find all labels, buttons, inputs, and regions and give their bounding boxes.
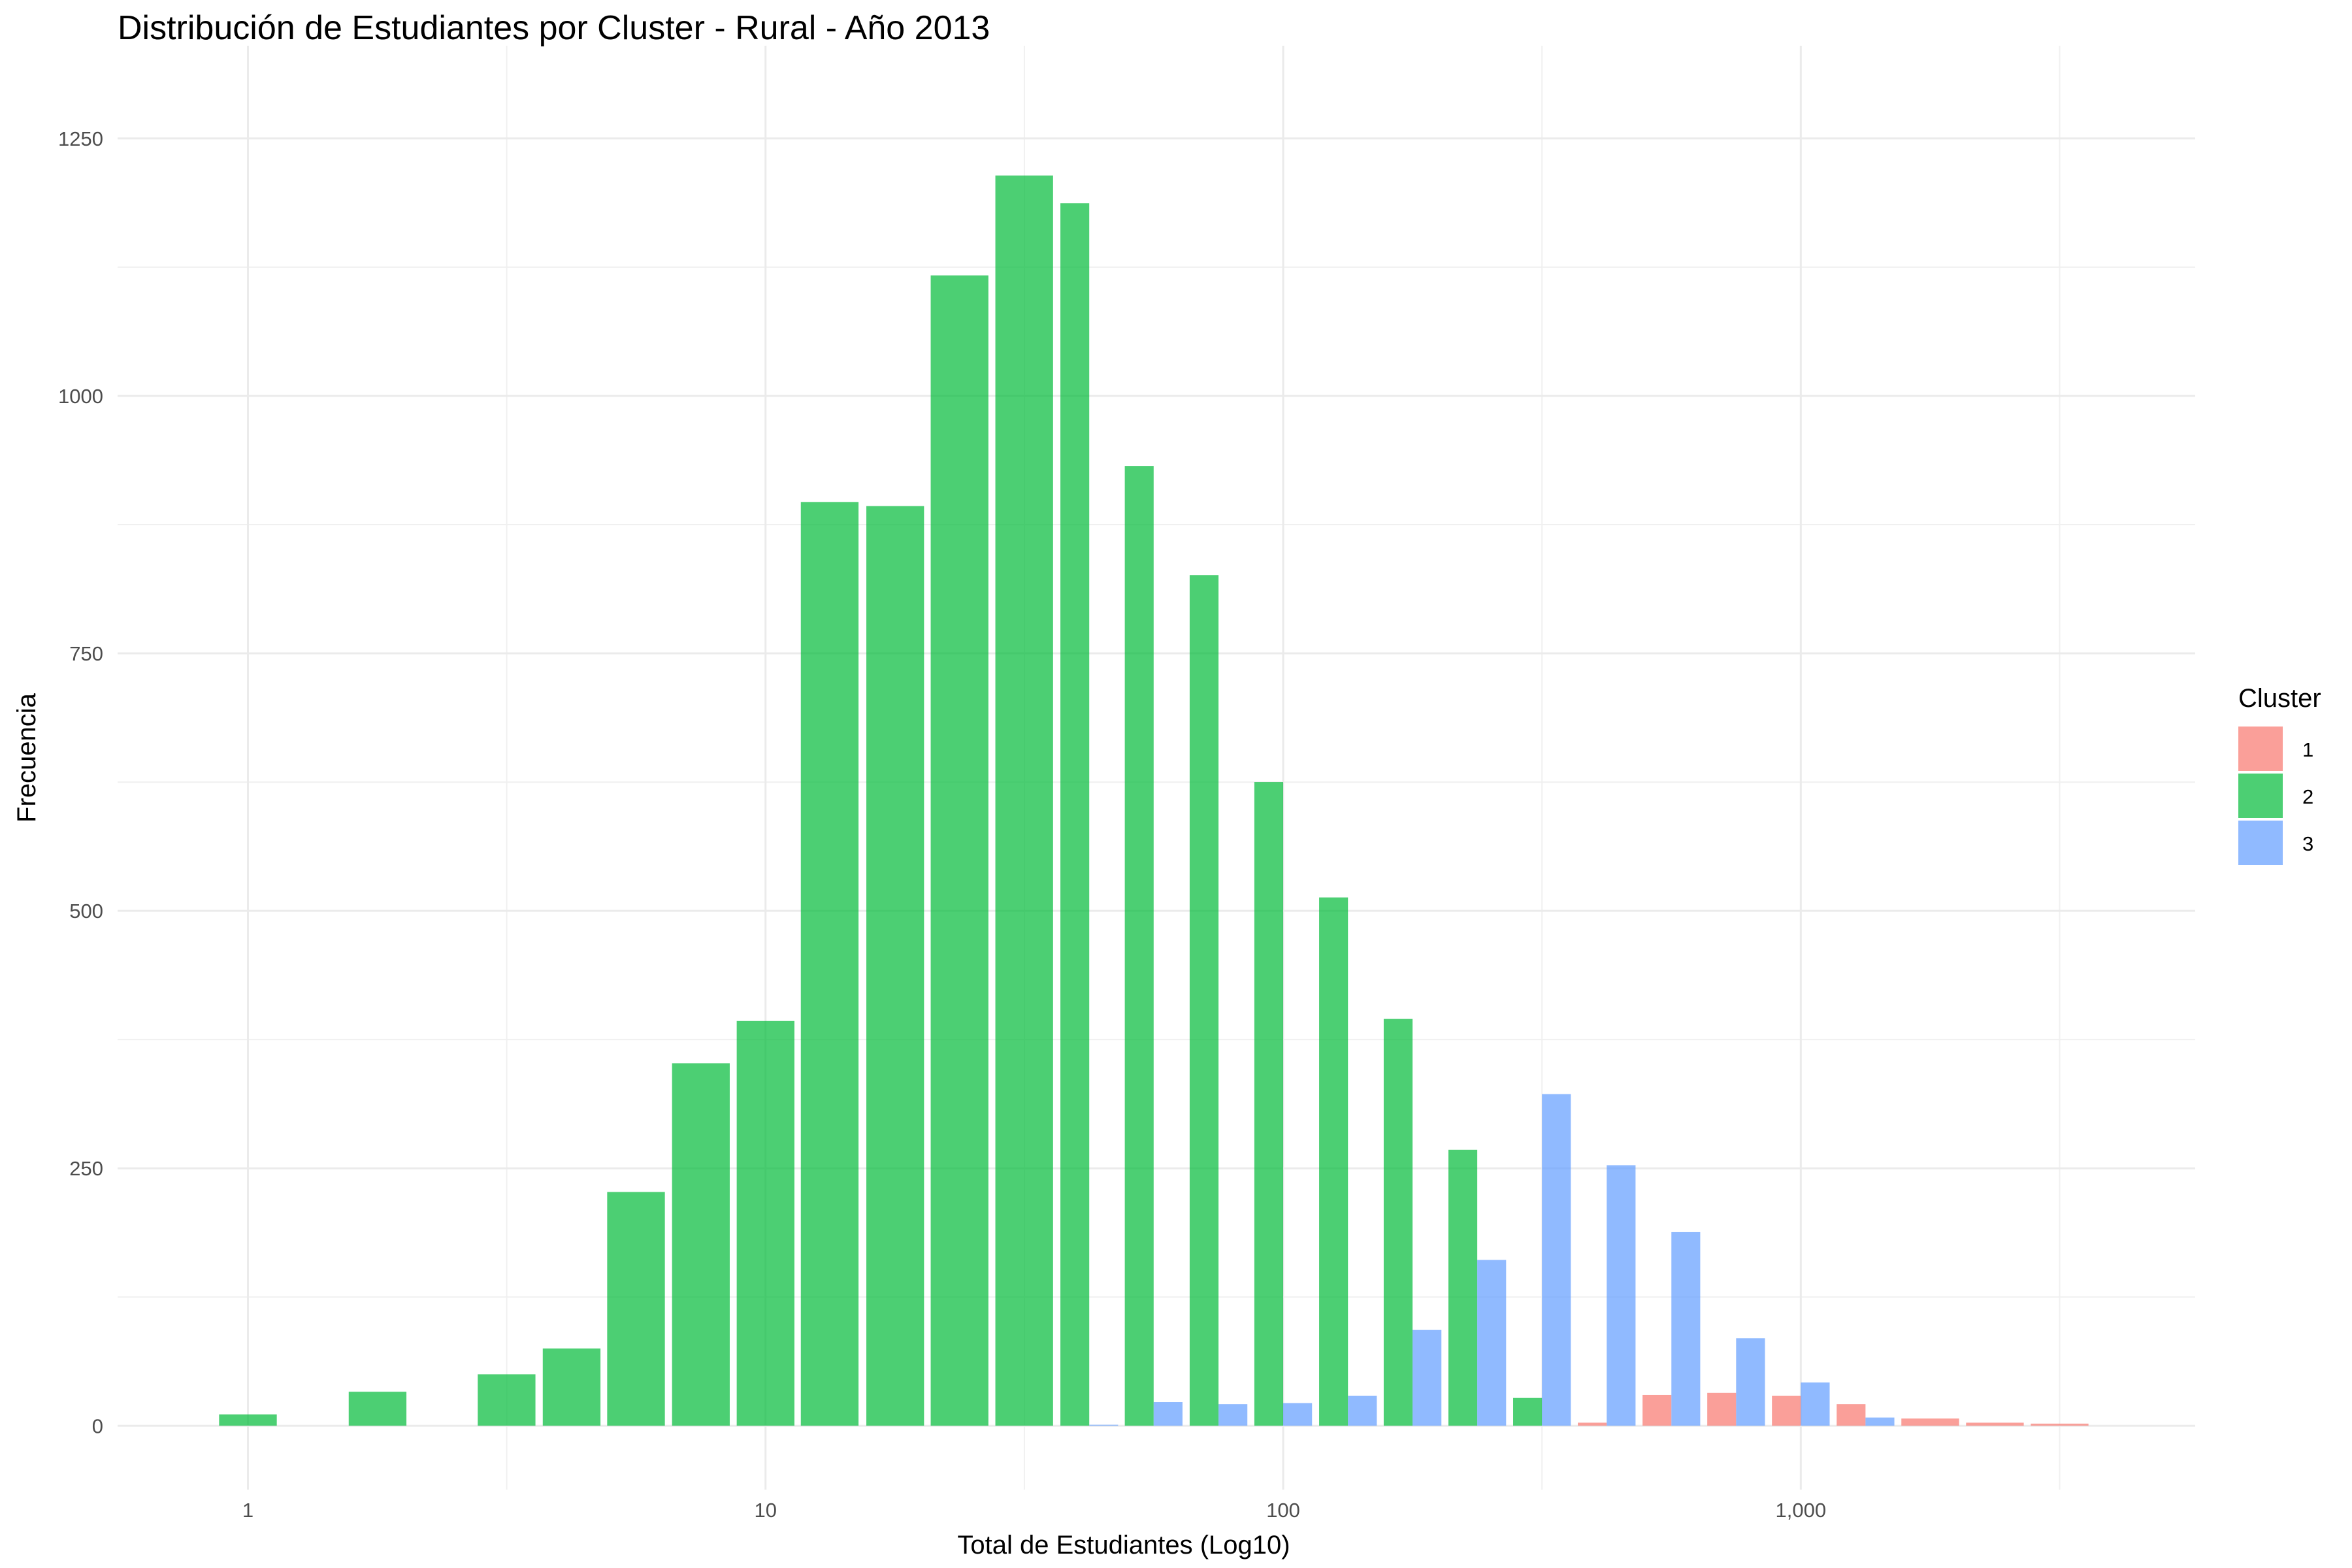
x-tick-label: 1 bbox=[242, 1499, 253, 1522]
y-axis-tick-labels: 0 250 500 750 1000 1250 bbox=[58, 127, 103, 1437]
x-tick-label: 10 bbox=[755, 1499, 777, 1522]
bar-cluster-2 bbox=[1254, 782, 1284, 1426]
legend-label: 3 bbox=[2302, 832, 2313, 855]
legend-label: 2 bbox=[2302, 785, 2313, 808]
bar-cluster-1 bbox=[1837, 1404, 1866, 1426]
bar-cluster-1 bbox=[1642, 1394, 1672, 1426]
bar-cluster-2 bbox=[542, 1348, 601, 1426]
x-tick-label: 1,000 bbox=[1776, 1499, 1827, 1522]
bar-cluster-1 bbox=[1901, 1418, 1959, 1426]
bar-cluster-2 bbox=[1060, 203, 1090, 1426]
y-tick-label: 1000 bbox=[58, 385, 103, 408]
bar-cluster-3 bbox=[1348, 1396, 1377, 1426]
bar-cluster-2 bbox=[1448, 1149, 1478, 1426]
bar-cluster-3 bbox=[1865, 1417, 1895, 1426]
bar-cluster-1 bbox=[1772, 1396, 1801, 1426]
y-tick-label: 500 bbox=[69, 900, 103, 923]
bar-cluster-2 bbox=[1189, 575, 1219, 1426]
bar-cluster-2 bbox=[672, 1063, 730, 1426]
bar-cluster-2 bbox=[1124, 466, 1154, 1426]
y-tick-label: 750 bbox=[69, 642, 103, 665]
y-tick-label: 250 bbox=[69, 1157, 103, 1180]
legend-key-1 bbox=[2238, 727, 2283, 771]
bar-cluster-2 bbox=[607, 1192, 665, 1426]
bar-cluster-2 bbox=[1319, 897, 1348, 1426]
bars bbox=[219, 175, 2089, 1426]
bar-cluster-3 bbox=[1413, 1330, 1442, 1426]
bar-cluster-2 bbox=[219, 1414, 277, 1426]
grid-lines bbox=[118, 46, 2195, 1490]
bar-cluster-3 bbox=[1542, 1094, 1571, 1426]
y-tick-label: 0 bbox=[92, 1414, 103, 1437]
bar-cluster-1 bbox=[1966, 1422, 2024, 1426]
bar-cluster-1 bbox=[1707, 1392, 1737, 1426]
y-axis-title: Frecuencia bbox=[12, 693, 41, 823]
bar-cluster-2 bbox=[866, 506, 924, 1426]
x-axis-tick-labels: 1 10 100 1,000 bbox=[242, 1499, 1826, 1522]
bar-cluster-3 bbox=[1153, 1402, 1183, 1426]
legend-items: 1 2 3 bbox=[2238, 727, 2313, 865]
bar-cluster-2 bbox=[736, 1021, 794, 1426]
legend-key-3 bbox=[2238, 821, 2283, 865]
bar-cluster-2 bbox=[930, 275, 988, 1426]
bar-cluster-2 bbox=[800, 502, 859, 1426]
bar-cluster-3 bbox=[1736, 1338, 1765, 1426]
chart-title: Distribución de Estudiantes por Cluster … bbox=[118, 9, 990, 47]
bar-cluster-2 bbox=[1383, 1019, 1413, 1426]
x-tick-label: 100 bbox=[1266, 1499, 1300, 1522]
legend-label: 1 bbox=[2302, 738, 2313, 761]
legend: Cluster 1 2 3 bbox=[2238, 684, 2321, 865]
bar-cluster-2 bbox=[995, 175, 1053, 1426]
x-axis-title: Total de Estudiantes (Log10) bbox=[957, 1531, 1290, 1560]
bar-cluster-1 bbox=[2031, 1424, 2089, 1426]
bar-cluster-3 bbox=[1283, 1403, 1313, 1426]
bar-cluster-2 bbox=[478, 1374, 536, 1426]
bar-cluster-3 bbox=[1607, 1165, 1636, 1426]
bar-cluster-3 bbox=[1218, 1404, 1248, 1426]
bar-cluster-2 bbox=[1513, 1397, 1543, 1426]
bar-cluster-3 bbox=[1477, 1260, 1507, 1426]
y-tick-label: 1250 bbox=[58, 127, 103, 150]
bar-cluster-3 bbox=[1089, 1424, 1119, 1426]
bar-cluster-3 bbox=[1801, 1382, 1830, 1426]
legend-title: Cluster bbox=[2238, 684, 2321, 713]
bar-cluster-1 bbox=[1578, 1422, 1607, 1426]
bar-cluster-2 bbox=[348, 1392, 407, 1426]
bar-cluster-3 bbox=[1671, 1232, 1701, 1426]
legend-key-2 bbox=[2238, 774, 2283, 818]
